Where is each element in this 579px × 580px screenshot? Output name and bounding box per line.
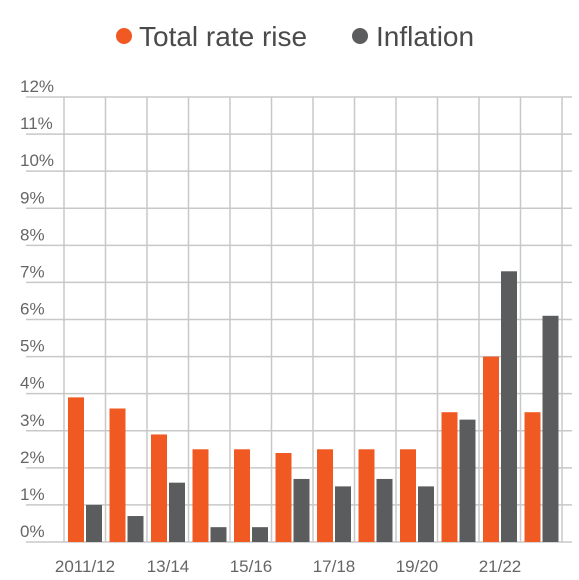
bar-total-rate-rise [68, 397, 84, 542]
y-tick-label: 6% [20, 300, 45, 319]
y-tick-label: 4% [20, 374, 45, 393]
y-tick-label: 7% [20, 262, 45, 281]
y-tick-label: 9% [20, 188, 45, 207]
bar-inflation [127, 516, 144, 542]
x-tick-label: 2011/12 [55, 557, 115, 576]
y-tick-label: 10% [20, 151, 54, 170]
legend: Total rate rise Inflation [116, 21, 474, 52]
bar-total-rate-rise [441, 412, 458, 542]
bars [68, 271, 559, 542]
bar-inflation [335, 486, 351, 542]
bar-inflation [86, 504, 102, 542]
bar-total-rate-rise [317, 449, 333, 542]
bar-total-rate-rise [358, 449, 375, 542]
x-tick-label: 21/22 [479, 557, 522, 576]
bar-total-rate-rise [192, 449, 209, 542]
y-tick-label: 2% [20, 448, 45, 467]
x-tick-label: 15/16 [230, 557, 273, 576]
bar-total-rate-rise [524, 412, 541, 542]
x-tick-label: 13/14 [147, 557, 190, 576]
legend-label-total-rate-rise: Total rate rise [139, 21, 307, 52]
bar-total-rate-rise [400, 449, 416, 542]
y-tick-label: 11% [20, 114, 53, 133]
bar-inflation [252, 527, 268, 542]
bar-total-rate-rise [275, 453, 292, 542]
x-tick-label: 19/20 [396, 557, 439, 576]
bar-inflation [210, 527, 227, 542]
y-tick-label: 8% [20, 225, 45, 244]
y-tick-label: 3% [20, 411, 45, 430]
legend-marker-total-rate-rise [116, 28, 132, 44]
legend-label-inflation: Inflation [376, 21, 474, 52]
y-axis: 0% 1% 2% 3% 4% 5% 6% 7% 8% 9% 10% 11% 12% [20, 77, 54, 541]
bar-total-rate-rise [483, 356, 499, 542]
x-tick-label: 17/18 [313, 557, 356, 576]
bar-total-rate-rise [109, 408, 126, 542]
bar-inflation [459, 419, 476, 542]
bar-inflation [418, 486, 434, 542]
legend-marker-inflation [352, 28, 368, 44]
bar-inflation [542, 315, 559, 542]
y-tick-label: 5% [20, 337, 45, 356]
bar-inflation [501, 271, 517, 542]
y-tick-label: 0% [20, 522, 45, 541]
y-tick-label: 12% [20, 77, 54, 96]
y-tick-label: 1% [20, 485, 45, 504]
gridlines [26, 96, 572, 543]
bar-total-rate-rise [151, 434, 167, 542]
bar-inflation [376, 478, 393, 542]
x-axis: 2011/12 13/14 15/16 17/18 19/20 21/22 [55, 557, 521, 576]
bar-total-rate-rise [234, 449, 250, 542]
bar-inflation [293, 478, 310, 542]
bar-inflation [169, 482, 185, 542]
